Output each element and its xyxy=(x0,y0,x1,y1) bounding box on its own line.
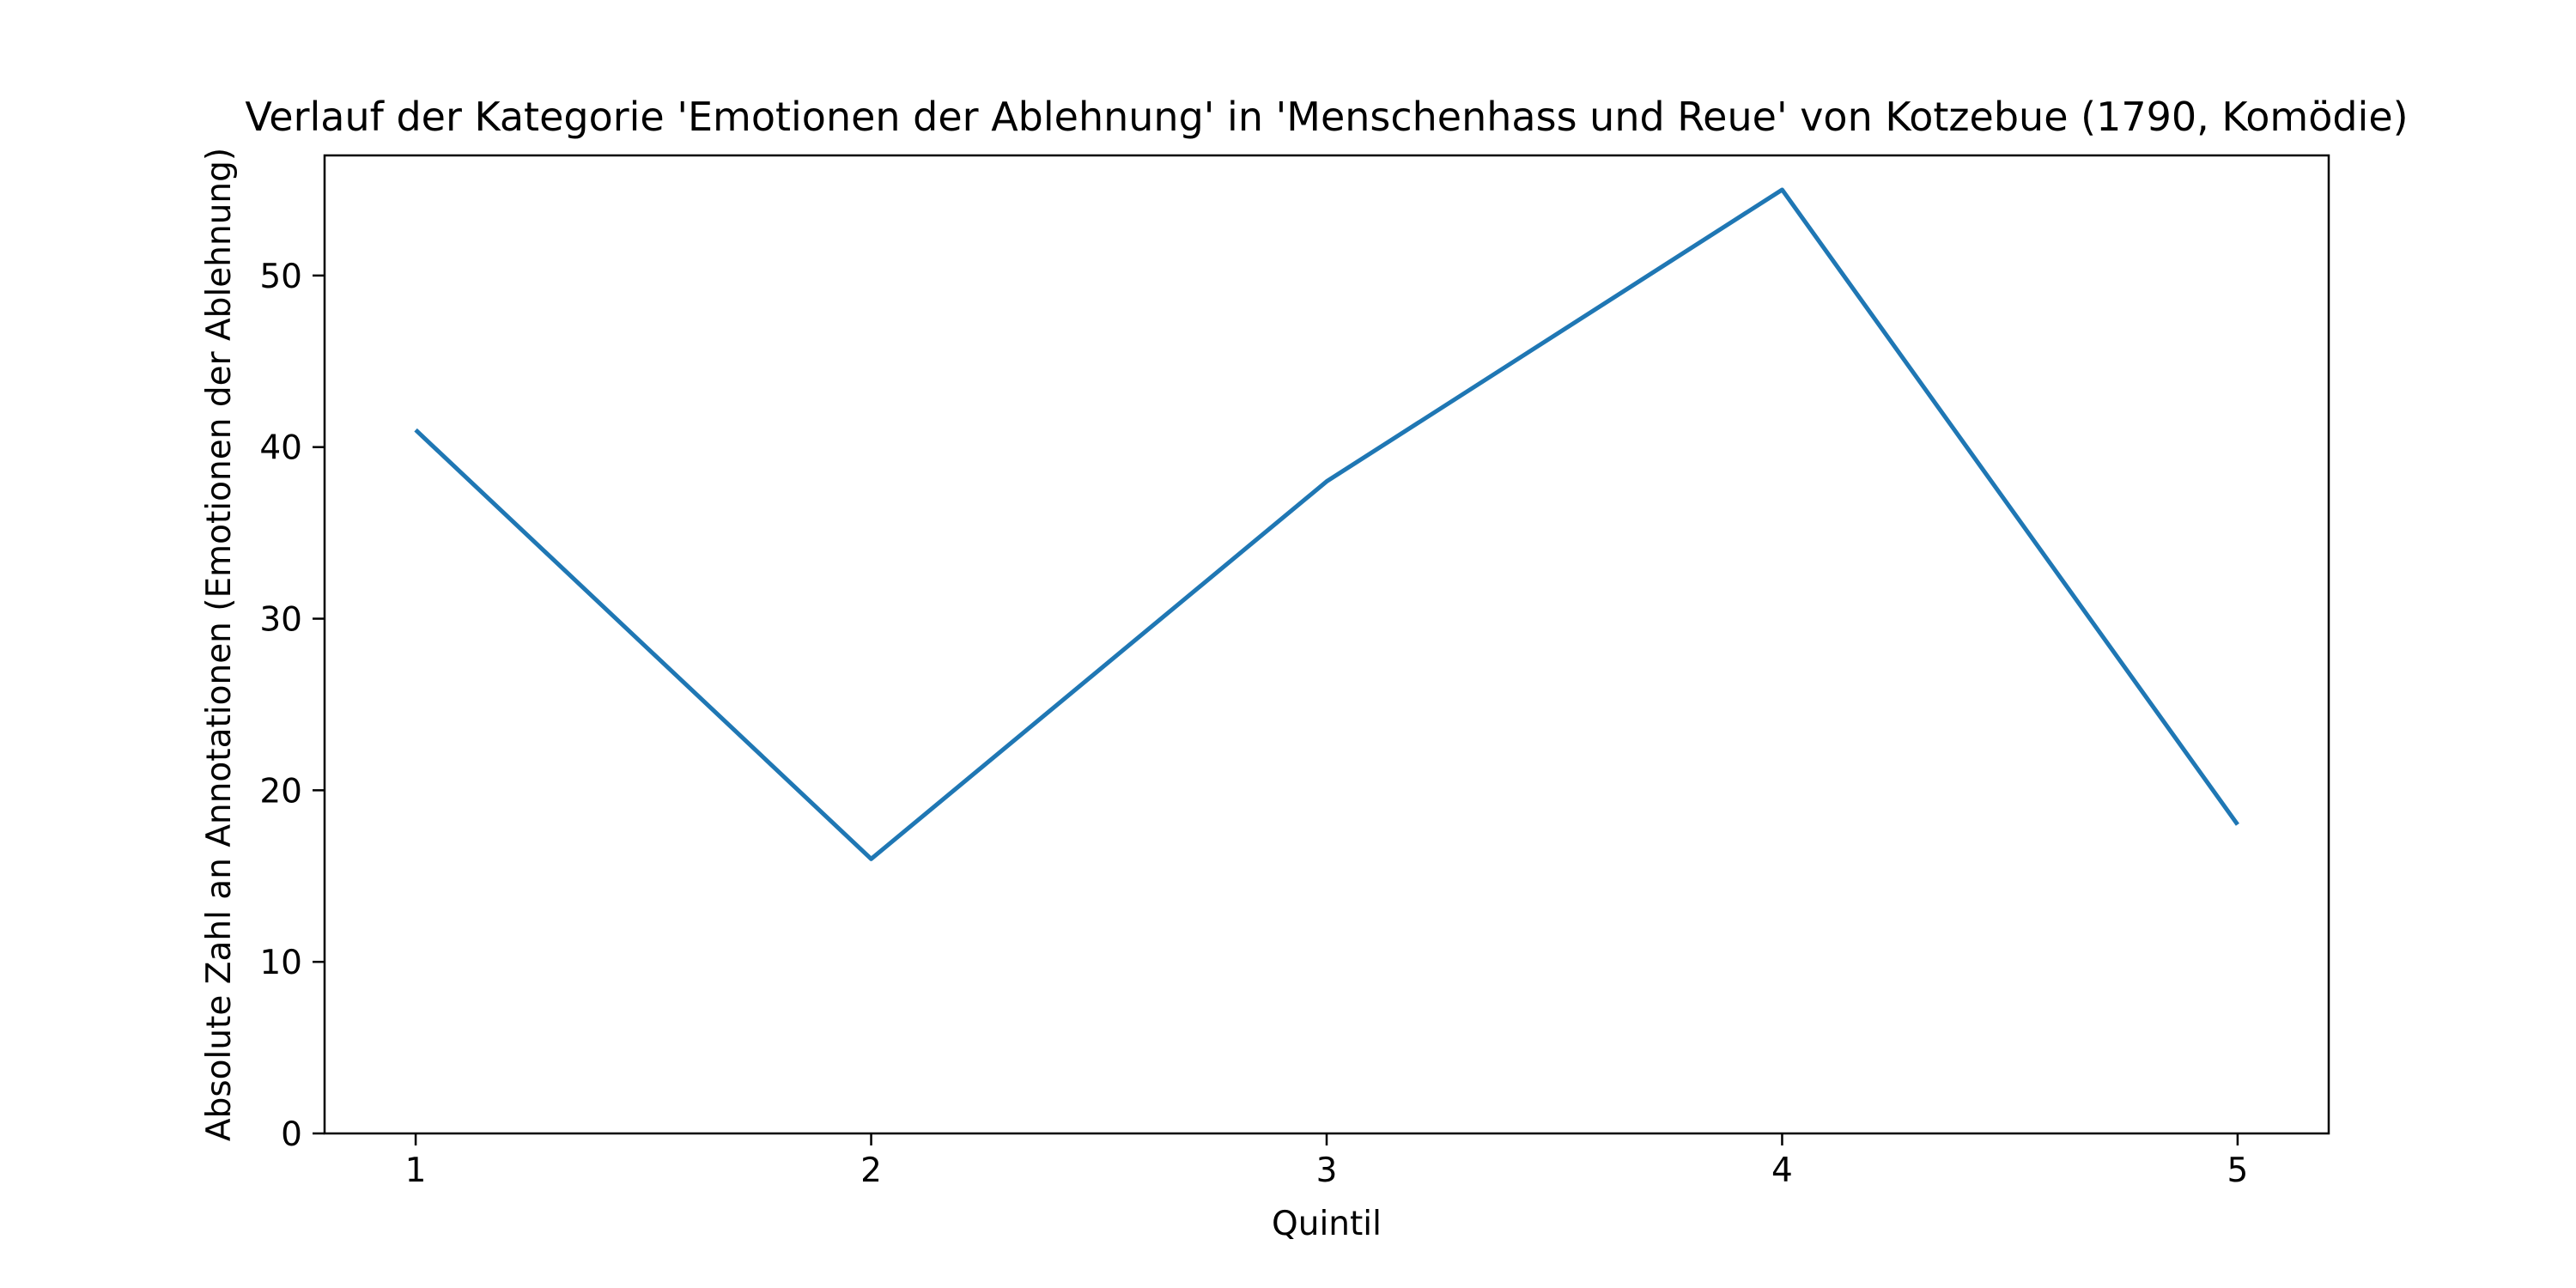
y-tick-label-0: 0 xyxy=(281,1115,302,1154)
x-axis-label: Quintil xyxy=(1272,1205,1382,1243)
plot-area xyxy=(323,154,2330,1135)
x-tick-label-1: 1 xyxy=(405,1151,427,1190)
y-axis-ticks: 0 10 20 30 40 50 xyxy=(259,258,325,1154)
x-axis-ticks: 1 2 3 4 5 xyxy=(405,1133,2248,1190)
y-tick-label-40: 40 xyxy=(259,429,302,468)
y-tick-label-10: 10 xyxy=(259,944,302,982)
y-tick-label-50: 50 xyxy=(259,258,302,296)
plot-frame xyxy=(323,154,2330,1135)
x-tick-label-3: 3 xyxy=(1316,1151,1338,1190)
y-axis-label: Absolute Zahl an Annotationen (Emotionen… xyxy=(200,148,239,1141)
x-tick-label-5: 5 xyxy=(2227,1151,2248,1190)
series-layer xyxy=(414,187,2239,861)
x-tick-label-4: 4 xyxy=(1771,1151,1793,1190)
x-tick-label-2: 2 xyxy=(860,1151,882,1190)
series-line-1 xyxy=(414,187,2239,861)
y-tick-label-30: 30 xyxy=(259,601,302,640)
chart-title: Verlauf der Kategorie 'Emotionen der Abl… xyxy=(245,94,2408,140)
y-tick-label-20: 20 xyxy=(259,772,302,811)
